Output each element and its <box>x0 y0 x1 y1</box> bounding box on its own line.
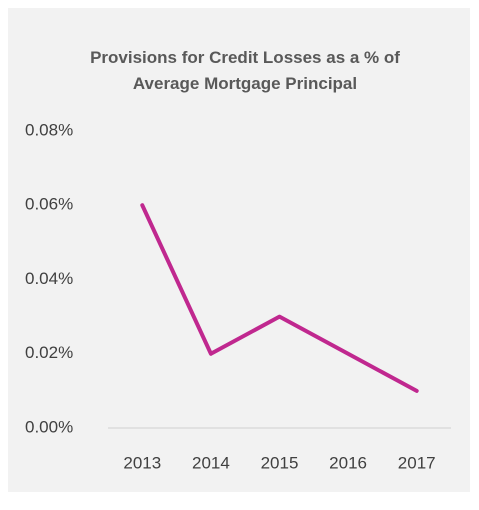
x-tick-label: 2016 <box>329 453 367 472</box>
x-tick-label: 2014 <box>192 453 230 472</box>
x-tick-label: 2015 <box>261 453 299 472</box>
chart-title: Provisions for Credit Losses as a % of A… <box>90 48 400 93</box>
x-tick-label: 2013 <box>123 453 161 472</box>
y-tick-label: 0.06% <box>25 195 73 214</box>
y-tick-label: 0.04% <box>25 269 73 288</box>
y-tick-label: 0.00% <box>25 417 73 436</box>
y-tick-label: 0.08% <box>25 120 73 139</box>
x-tick-label: 2017 <box>398 453 436 472</box>
chart-background <box>8 8 470 492</box>
y-tick-label: 0.02% <box>25 343 73 362</box>
data-line <box>140 203 419 393</box>
